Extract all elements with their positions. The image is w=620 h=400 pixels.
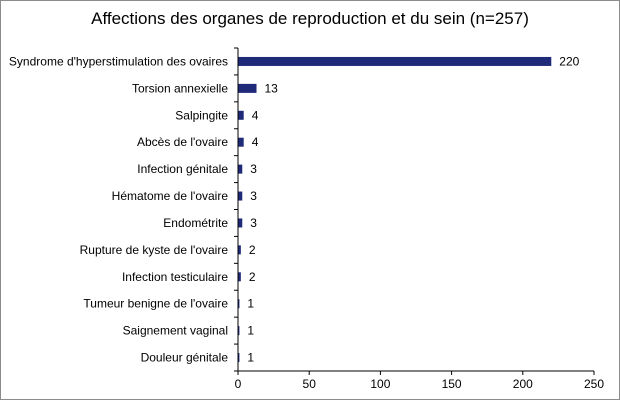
bar [238,83,257,93]
axes-group: 0 50 100 150 200 250 [234,47,604,391]
data-label: 1 [247,324,254,338]
bar [238,56,552,66]
bar [238,218,243,228]
category-label: Hématome de l'ovaire [112,189,229,203]
data-label: 220 [559,54,579,68]
bar [238,353,240,363]
x-tick-label: 0 [235,377,242,391]
bar [238,326,240,336]
x-tick-label: 100 [370,377,390,391]
bar [238,191,243,201]
category-label: Saignement vaginal [123,324,228,338]
category-label: Torsion annexielle [132,81,228,95]
bar [238,164,243,174]
category-label: Infection testiculaire [122,270,228,284]
category-label: Tumeur benigne de l'ovaire [83,297,228,311]
data-label: 2 [249,270,256,284]
value-labels-group: 220 13 4 4 3 3 3 2 2 1 1 1 [247,54,579,364]
data-label: 1 [247,351,254,365]
data-label: 3 [250,216,257,230]
data-label: 3 [250,189,257,203]
category-label: Salpingite [175,108,228,122]
bar [238,137,244,147]
category-label: Rupture de kyste de l'ovaire [80,243,229,257]
x-tick-label: 150 [442,377,462,391]
category-label: Infection génitale [137,162,228,176]
bar [238,245,241,255]
bar [238,299,240,309]
category-label: Abcès de l'ovaire [137,135,228,149]
category-label: Douleur génitale [141,351,229,365]
category-labels-group: Syndrome d'hyperstimulation des ovaires T… [9,54,228,364]
bar [238,272,241,282]
category-label: Syndrome d'hyperstimulation des ovaires [9,54,228,68]
category-label: Endométrite [163,216,228,230]
bars-group [238,56,552,363]
x-tick-label: 250 [584,377,604,391]
data-label: 3 [250,162,257,176]
data-label: 13 [265,81,279,95]
data-label: 1 [247,297,254,311]
chart-title: Affections des organes de reproduction e… [91,9,529,28]
x-tick-label: 50 [303,377,317,391]
bar [238,110,244,120]
data-label: 4 [252,135,259,149]
x-tick-label: 200 [513,377,533,391]
data-label: 4 [252,108,259,122]
data-label: 2 [249,243,256,257]
